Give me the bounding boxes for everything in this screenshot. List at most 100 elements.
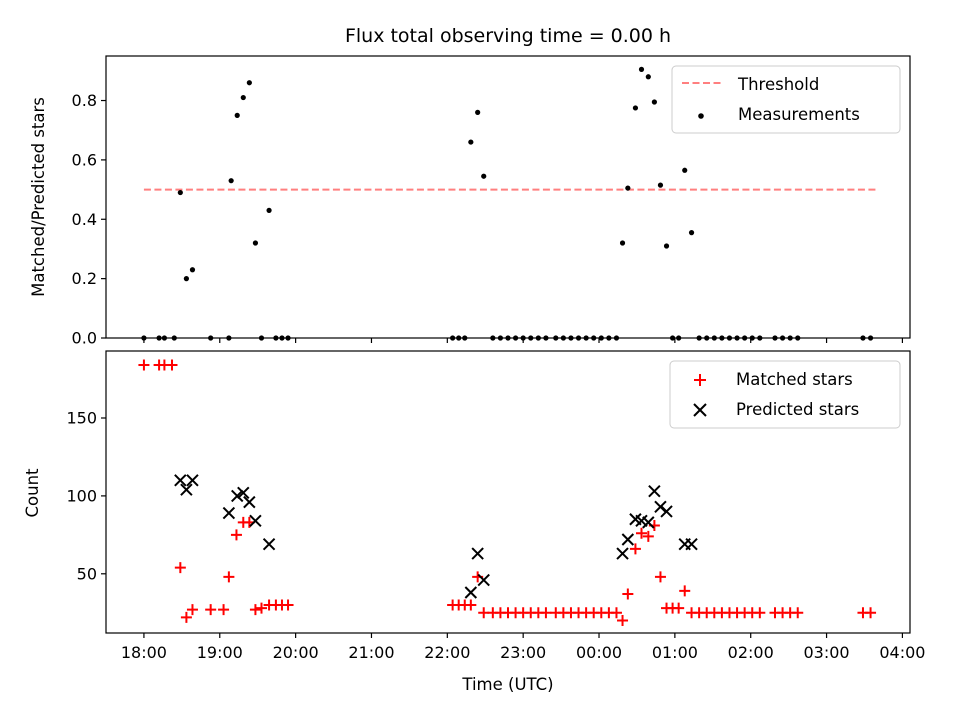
- bottom-panel: 50 100 150 18:00 19:00 20:00 21:00 22:00 23:00 0…: [23, 350, 925, 694]
- bottom-axes-frame: [105, 350, 911, 634]
- bottom-xtick-label: 23:00: [500, 643, 546, 662]
- measurement-point: [651, 99, 657, 105]
- measurement-point: [189, 267, 196, 273]
- legend-predicted-label: Predicted stars: [736, 400, 859, 419]
- measurement-point: [638, 66, 645, 72]
- bottom-xtick-label: 00:00: [576, 643, 622, 662]
- bottom-legend-box: [669, 360, 901, 429]
- matched-star-point: [754, 607, 766, 619]
- chart-title: Flux total observing time = 0.00 h: [345, 25, 671, 47]
- legend-predicted-swatch: [693, 403, 707, 417]
- predicted-star-point: [186, 474, 199, 487]
- bottom-xtick-label: 20:00: [273, 643, 319, 662]
- top-x-ticks: [143, 338, 904, 343]
- measurement-point: [228, 178, 234, 184]
- predicted-star-point: [616, 547, 629, 560]
- matched-star-point: [679, 585, 691, 597]
- matched-star-point: [865, 607, 877, 619]
- bottom-xtick-label: 04:00: [879, 643, 925, 662]
- matched-star-point: [622, 588, 634, 600]
- measurement-point: [663, 243, 670, 249]
- bottom-ytick-label: 100: [66, 486, 97, 505]
- predicted-star-point: [471, 547, 484, 560]
- top-axes-frame: [105, 55, 911, 339]
- predicted-star-point: [249, 514, 262, 528]
- top-ytick-label: 0.8: [72, 91, 97, 110]
- matched-star-point: [654, 571, 666, 583]
- predicted-star-point: [237, 486, 250, 499]
- measurement-point: [475, 109, 481, 115]
- x-axis-label: Time (UTC): [461, 675, 553, 694]
- bottom-xtick-label: 22:00: [424, 643, 470, 662]
- legend-measurements-swatch: [698, 113, 704, 119]
- measurement-point: [688, 230, 695, 236]
- matched-star-point: [205, 604, 217, 616]
- top-ytick-label: 0.6: [72, 150, 97, 169]
- matched-star-point: [629, 543, 641, 555]
- predicted-star-point: [477, 573, 490, 587]
- matched-star-point: [540, 607, 552, 619]
- measurement-point: [468, 139, 474, 145]
- predicted-star-point: [621, 533, 635, 546]
- bottom-xtick-label: 21:00: [348, 643, 394, 662]
- measurement-point: [625, 185, 631, 191]
- matched-star-point: [223, 571, 235, 583]
- matched-star-point: [673, 602, 685, 614]
- legend-matched-swatch: [694, 374, 706, 386]
- matched-star-point: [642, 530, 654, 542]
- bottom-xtick-label: 03:00: [804, 643, 850, 662]
- measurement-point: [481, 173, 487, 179]
- legend-matched-label: Matched stars: [736, 370, 853, 389]
- matched-star-point: [255, 602, 267, 614]
- matched-star-point: [249, 604, 261, 616]
- bottom-plot-area: [138, 359, 877, 627]
- bottom-xtick-label: 01:00: [652, 643, 698, 662]
- bottom-ytick-label: 50: [77, 564, 97, 583]
- measurement-point: [266, 207, 272, 213]
- matched-star-point: [180, 611, 192, 623]
- bottom-x-ticks: 18:00 19:00 20:00 21:00 22:00 23:00 00:00 01:00…: [121, 633, 925, 662]
- top-ytick-label: 0.4: [72, 210, 97, 229]
- predicted-star-point: [262, 537, 276, 551]
- top-panel: 0.00.20.40.60.8 Matched/Predicted stars …: [29, 55, 911, 348]
- matched-star-point: [610, 607, 622, 619]
- legend-threshold-label: Threshold: [737, 75, 819, 94]
- matched-star-point: [792, 607, 804, 619]
- top-y-ticks: 0.0 0.2 0.4 0.6 0.8: [72, 91, 106, 348]
- top-legend: Threshold Measurements: [671, 65, 901, 134]
- bottom-ytick-label: 150: [66, 408, 97, 427]
- top-y-axis-label: Matched/Predicted stars: [29, 97, 48, 297]
- predicted-star-point: [660, 505, 673, 518]
- predicted-star-point: [231, 489, 244, 503]
- matched-star-point: [282, 599, 294, 611]
- matched-star-point: [465, 599, 477, 611]
- measurement-point: [183, 276, 189, 282]
- top-legend-box: [671, 65, 901, 134]
- measurement-point: [246, 80, 252, 86]
- predicted-star-point: [642, 516, 655, 529]
- measurement-point: [682, 167, 688, 173]
- matched-star-point: [230, 529, 242, 541]
- predicted-star-point: [648, 485, 661, 498]
- matched-star-point: [166, 359, 178, 371]
- bottom-legend: Matched stars Predicted stars: [669, 360, 901, 429]
- legend-measurements-label: Measurements: [738, 105, 860, 124]
- bottom-xtick-label: 02:00: [728, 643, 774, 662]
- matched-star-point: [186, 604, 198, 616]
- predicted-star-point: [174, 474, 187, 487]
- predicted-star-point: [180, 483, 193, 496]
- measurement-point: [252, 240, 259, 246]
- bottom-xtick-label: 18:00: [121, 643, 167, 662]
- predicted-star-point: [243, 495, 256, 509]
- top-ytick-label: 0.2: [72, 269, 97, 288]
- matched-star-point: [218, 604, 230, 616]
- matched-star-point: [174, 562, 186, 574]
- measurement-point: [632, 105, 639, 111]
- bottom-y-axis-label: Count: [23, 468, 42, 518]
- measurement-point: [645, 74, 651, 80]
- matched-star-point: [635, 527, 647, 539]
- measurement-point: [240, 94, 246, 101]
- matched-star-point: [138, 359, 150, 371]
- bottom-y-ticks: 50 100 150: [66, 408, 106, 583]
